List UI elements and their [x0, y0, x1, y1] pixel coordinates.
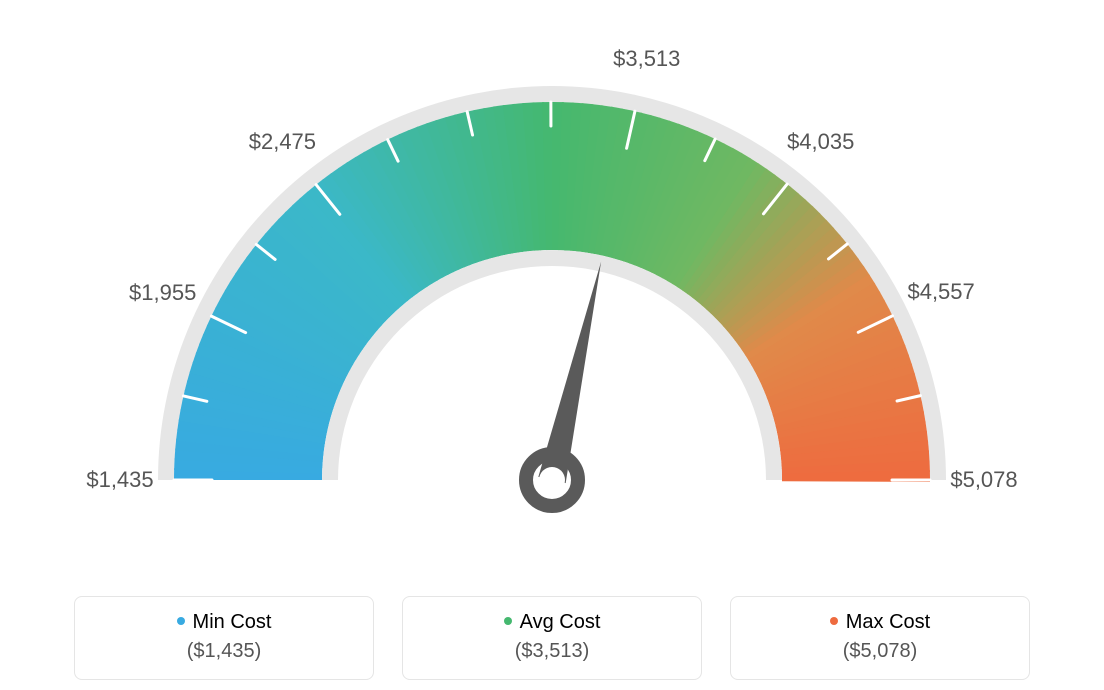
- dot-icon: [177, 617, 185, 625]
- legend-card-min: Min Cost ($1,435): [74, 596, 374, 680]
- legend-row: Min Cost ($1,435) Avg Cost ($3,513) Max …: [0, 596, 1104, 680]
- legend-value-avg: ($3,513): [421, 640, 683, 663]
- gauge-tick-label: $5,078: [950, 467, 1017, 493]
- legend-title-avg: Avg Cost: [421, 611, 683, 634]
- legend-title-min: Min Cost: [93, 611, 355, 634]
- gauge-chart: $1,435 $1,955 $2,475 $3,513 $4,035 $4,557 $5,0…: [0, 0, 1104, 560]
- gauge-tick-label: $1,435: [86, 467, 153, 493]
- legend-title-text: Min Cost: [193, 611, 272, 633]
- gauge-tick-label: $4,557: [907, 279, 974, 305]
- legend-title-max: Max Cost: [749, 611, 1011, 634]
- legend-value-min: ($1,435): [93, 640, 355, 663]
- gauge-tick-label: $2,475: [249, 129, 316, 155]
- dot-icon: [504, 617, 512, 625]
- legend-title-text: Max Cost: [846, 611, 930, 633]
- gauge-tick-label: $1,955: [129, 280, 196, 306]
- legend-title-text: Avg Cost: [520, 611, 601, 633]
- legend-value-max: ($5,078): [749, 640, 1011, 663]
- legend-card-max: Max Cost ($5,078): [730, 596, 1030, 680]
- dot-icon: [830, 617, 838, 625]
- gauge-tick-label: $4,035: [787, 129, 854, 155]
- legend-card-avg: Avg Cost ($3,513): [402, 596, 702, 680]
- gauge-tick-label: $3,513: [613, 46, 680, 72]
